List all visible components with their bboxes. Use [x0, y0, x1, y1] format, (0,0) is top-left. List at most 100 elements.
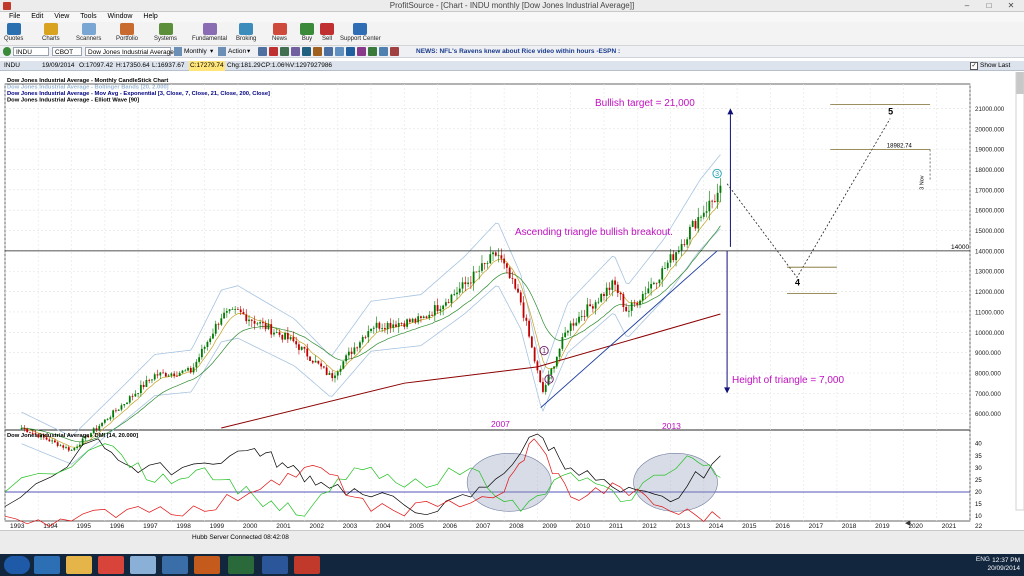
- menu-tools[interactable]: Tools: [80, 13, 97, 20]
- chart-legend-line: Dow Jones Industrial Average - Elliott W…: [7, 98, 139, 104]
- year-axis-label: 1997: [143, 523, 158, 530]
- news-ticker[interactable]: NEWS: NFL's Ravens knew about Rice video…: [416, 48, 621, 55]
- candle-body: [583, 316, 586, 318]
- toolbar-button-news[interactable]: News: [272, 23, 287, 42]
- go-icon[interactable]: [228, 556, 254, 574]
- candle-body: [525, 317, 528, 321]
- candle-body: [469, 282, 472, 284]
- candle-body: [641, 293, 644, 301]
- candle-body: [450, 294, 453, 303]
- candle-body: [586, 304, 589, 317]
- ie-icon[interactable]: [34, 556, 60, 574]
- chart-tool-icon-7[interactable]: [324, 47, 333, 56]
- close-icon[interactable]: ✕: [1007, 1, 1015, 10]
- candle-body: [494, 252, 497, 256]
- menu-help[interactable]: Help: [143, 13, 158, 20]
- period-select[interactable]: Monthly: [184, 48, 207, 55]
- toolbar-button-support-center[interactable]: Support Center: [340, 23, 381, 42]
- candle-body: [128, 396, 131, 403]
- chart-tool-icon-5[interactable]: [302, 47, 311, 56]
- height-annotation: Height of triangle = 7,000: [732, 375, 844, 386]
- candle-body: [148, 380, 151, 381]
- wave-5-label: 5: [888, 107, 893, 117]
- show-last-label[interactable]: Show Last: [980, 62, 1011, 69]
- candle-body: [447, 302, 450, 304]
- app-icon[interactable]: [3, 2, 11, 10]
- start-button[interactable]: [4, 556, 30, 574]
- chart-tool-icon-12[interactable]: [379, 47, 388, 56]
- candle-body: [303, 346, 306, 349]
- link-icon[interactable]: [3, 47, 11, 56]
- target-arrow-head: [727, 108, 734, 115]
- symbol-bar: INDU CBOT Dow Jones Industrial Average M…: [0, 46, 1024, 58]
- app-icon-2[interactable]: [194, 556, 220, 574]
- show-last-checkbox[interactable]: ✓: [970, 62, 978, 70]
- toolbar-button-sell[interactable]: Sell: [320, 23, 334, 42]
- candle-body: [76, 446, 78, 448]
- year-axis-label: 2003: [343, 523, 358, 530]
- chrome-icon[interactable]: [98, 556, 124, 574]
- toolbar-button-scanners[interactable]: Scanners: [76, 23, 101, 42]
- candle-body: [242, 312, 245, 315]
- instrument-name-field[interactable]: Dow Jones Industrial Average: [85, 47, 174, 56]
- candle-body: [433, 305, 436, 316]
- chart-canvas[interactable]: 21000.00020000.00019000.00018000.0001700…: [0, 72, 1024, 530]
- word-icon[interactable]: [262, 556, 288, 574]
- buy-icon: [300, 23, 314, 35]
- candle-body: [567, 330, 569, 333]
- toolbar-button-charts[interactable]: Charts: [42, 23, 60, 42]
- clock[interactable]: 12:37 PM 20/09/2014: [987, 557, 1020, 573]
- chart-tool-icon-1[interactable]: [258, 47, 267, 56]
- menu-file[interactable]: File: [9, 13, 21, 20]
- toolbar-button-broking[interactable]: Broking: [236, 23, 256, 42]
- minimize-icon[interactable]: –: [964, 1, 970, 10]
- toolbar-button-systems[interactable]: Systems: [154, 23, 177, 42]
- symbol-input[interactable]: INDU: [13, 47, 49, 56]
- candle-body: [187, 367, 189, 371]
- toolbar-button-quotes[interactable]: Quotes: [4, 23, 23, 42]
- price-axis-label: 15000.000: [975, 228, 1005, 235]
- systems-icon: [158, 23, 173, 35]
- scrollbar-track[interactable]: [1015, 72, 1024, 511]
- action-dropdown-icon[interactable]: ▾: [247, 48, 251, 55]
- menu-window[interactable]: Window: [107, 13, 133, 20]
- period-dropdown-icon[interactable]: ▾: [210, 48, 214, 55]
- toolbar-button-buy[interactable]: Buy: [300, 23, 314, 42]
- calculator-icon[interactable]: [130, 556, 156, 574]
- chart-area[interactable]: 21000.000 20000.000 19000.000 18000.000 1700…: [0, 72, 1024, 530]
- chart-tool-icon-11[interactable]: [368, 47, 377, 56]
- language-indicator[interactable]: ENG: [975, 556, 990, 563]
- price-axis-label: 7000.000: [975, 391, 1001, 398]
- scrollbar-thumb[interactable]: [1016, 72, 1024, 94]
- chart-tool-icon-2[interactable]: [269, 47, 278, 56]
- app-icon-1[interactable]: [162, 556, 188, 574]
- menu-view[interactable]: View: [54, 13, 70, 20]
- maximize-icon[interactable]: □: [986, 1, 992, 10]
- candle-body: [223, 312, 225, 319]
- chart-tool-icon-13[interactable]: [390, 47, 399, 56]
- chart-tool-icon-9[interactable]: [346, 47, 355, 56]
- chart-tool-icon-8[interactable]: [335, 47, 344, 56]
- profitsource-taskbar-icon[interactable]: [294, 556, 320, 574]
- candle-body: [542, 382, 544, 392]
- candle-body: [309, 356, 311, 361]
- explorer-icon[interactable]: [66, 556, 92, 574]
- candle-body: [364, 336, 367, 338]
- toolbar-button-fundamental[interactable]: Fundamental: [192, 23, 227, 42]
- candle-body: [616, 284, 619, 293]
- action-menu[interactable]: Action: [228, 48, 247, 55]
- chart-tool-icon-6[interactable]: [313, 47, 322, 56]
- candle-body: [231, 309, 234, 310]
- chart-tool-icon-3[interactable]: [280, 47, 289, 56]
- candle-body: [298, 344, 300, 350]
- candle-body: [544, 385, 547, 392]
- exchange-field[interactable]: CBOT: [52, 47, 82, 56]
- chart-tool-icon-10[interactable]: [357, 47, 366, 56]
- menu-edit[interactable]: Edit: [31, 13, 44, 20]
- dmi-highlight-ellipse: [466, 453, 552, 512]
- chart-tool-icon-4[interactable]: [291, 47, 300, 56]
- toolbar-button-portfolio[interactable]: Portfolio: [116, 23, 138, 42]
- quotes-icon: [6, 23, 21, 35]
- dmi-axis-label: 40: [975, 442, 982, 448]
- level-18982-label: 18982.74: [887, 143, 913, 149]
